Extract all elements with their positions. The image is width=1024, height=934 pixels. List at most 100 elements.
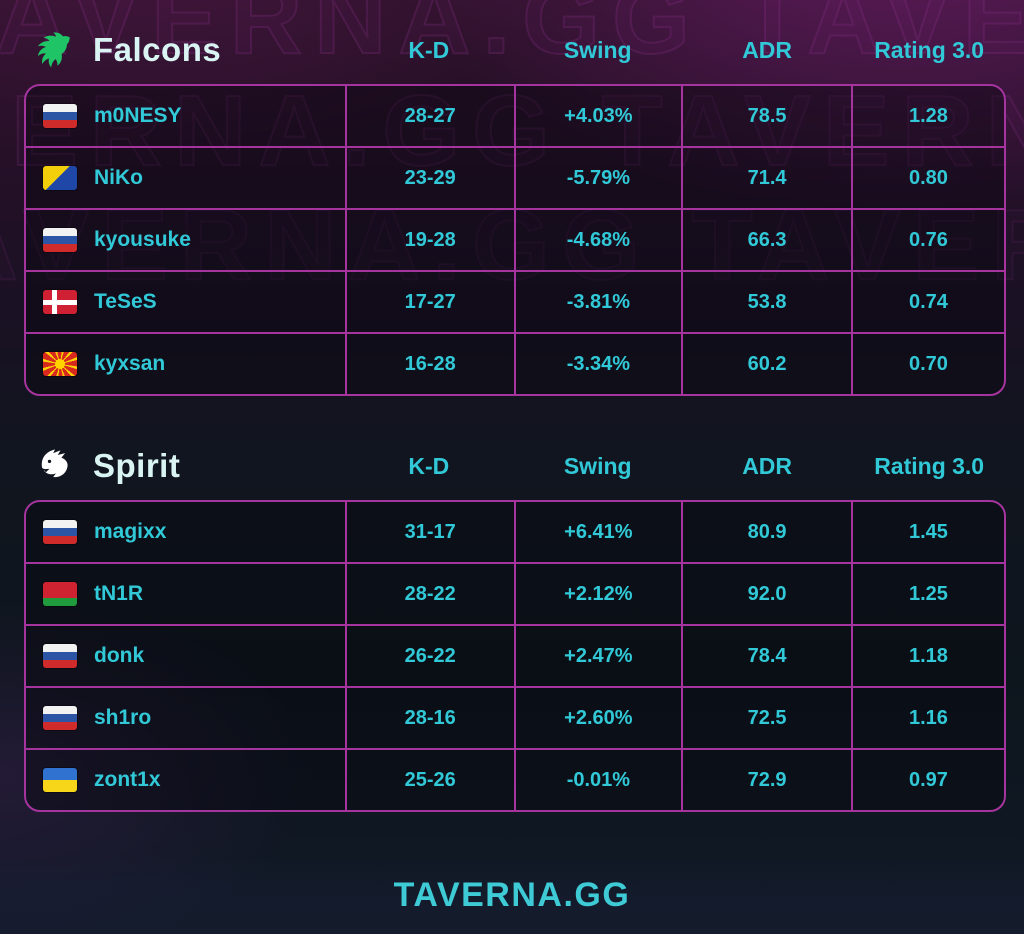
player-cell: TeSeS — [26, 272, 345, 332]
flag-macedonia-icon — [43, 352, 77, 376]
column-header-rating: Rating 3.0 — [874, 36, 985, 63]
flag-russia-icon — [43, 228, 77, 252]
rating-value: 0.76 — [850, 210, 1004, 270]
kd-value: 28-27 — [344, 86, 514, 146]
column-header-swing: Swing — [563, 452, 632, 479]
kd-value: 23-29 — [344, 148, 514, 208]
rating-value: 1.18 — [850, 626, 1004, 686]
table-row: zont1x 25-26 -0.01% 72.9 0.97 — [26, 748, 1004, 810]
column-header-kd: K-D — [408, 452, 450, 479]
footer: TAVERNA.GG — [0, 856, 1024, 934]
column-header-rating: Rating 3.0 — [874, 452, 985, 479]
taverna-brand-text: TAVERNA.GG — [393, 875, 631, 914]
kd-value: 26-22 — [344, 626, 514, 686]
column-header-swing: Swing — [563, 36, 632, 63]
player-name: magixx — [94, 520, 167, 543]
table-row: magixx 31-17 +6.41% 80.9 1.45 — [26, 502, 1004, 562]
rating-value: 1.16 — [850, 688, 1004, 748]
spirit-section: Spirit K-D Swing ADR Rating 3.0 magixx 3… — [0, 396, 1024, 812]
flag-russia-icon — [43, 644, 77, 668]
falcons-table: m0NESY 28-27 +4.03% 78.5 1.28 NiKo 23-29… — [24, 84, 1006, 396]
swing-value: +2.47% — [513, 626, 682, 686]
kd-value: 25-26 — [344, 750, 514, 810]
table-row: TeSeS 17-27 -3.81% 53.8 0.74 — [26, 270, 1004, 332]
spirit-table: magixx 31-17 +6.41% 80.9 1.45 tN1R 28-22… — [24, 500, 1006, 812]
swing-value: -5.79% — [513, 148, 682, 208]
spirit-team-cell: Spirit — [24, 443, 344, 489]
table-row: NiKo 23-29 -5.79% 71.4 0.80 — [26, 146, 1004, 208]
flag-ukraine-icon — [43, 768, 77, 792]
falcons-team-name: Falcons — [93, 31, 222, 68]
table-row: m0NESY 28-27 +4.03% 78.5 1.28 — [26, 86, 1004, 146]
column-header-adr: ADR — [742, 36, 793, 63]
table-row: donk 26-22 +2.47% 78.4 1.18 — [26, 624, 1004, 686]
player-name: sh1ro — [94, 706, 152, 729]
adr-value: 92.0 — [681, 564, 851, 624]
adr-value: 71.4 — [681, 148, 851, 208]
rating-value: 0.70 — [850, 334, 1004, 394]
table-row: tN1R 28-22 +2.12% 92.0 1.25 — [26, 562, 1004, 624]
falcons-header-row: Falcons K-D Swing ADR Rating 3.0 — [24, 26, 1006, 74]
adr-value: 66.3 — [681, 210, 851, 270]
adr-value: 78.4 — [681, 626, 851, 686]
player-cell: zont1x — [26, 750, 345, 810]
falcons-team-cell: Falcons — [24, 27, 344, 73]
player-cell: sh1ro — [26, 688, 345, 748]
player-cell: m0NESY — [26, 86, 345, 146]
player-name: zont1x — [94, 768, 161, 791]
rating-value: 0.80 — [850, 148, 1004, 208]
flag-russia-icon — [43, 706, 77, 730]
kd-value: 31-17 — [344, 502, 514, 562]
adr-value: 53.8 — [681, 272, 851, 332]
spirit-logo-icon — [32, 443, 78, 489]
adr-value: 72.9 — [681, 750, 851, 810]
adr-value: 60.2 — [681, 334, 851, 394]
swing-value: -3.81% — [513, 272, 682, 332]
rating-value: 0.97 — [850, 750, 1004, 810]
swing-value: +4.03% — [513, 86, 682, 146]
column-header-kd: K-D — [408, 36, 450, 63]
player-name: donk — [94, 644, 145, 667]
player-name: kyousuke — [94, 228, 191, 251]
column-header-adr: ADR — [742, 452, 793, 479]
swing-value: -4.68% — [513, 210, 682, 270]
swing-value: -3.34% — [513, 334, 682, 394]
flag-russia-icon — [43, 104, 77, 128]
rating-value: 1.28 — [850, 86, 1004, 146]
falcons-logo-icon — [32, 27, 78, 73]
player-name: kyxsan — [94, 352, 166, 375]
swing-value: -0.01% — [513, 750, 682, 810]
adr-value: 80.9 — [681, 502, 851, 562]
rating-value: 1.25 — [850, 564, 1004, 624]
kd-value: 17-27 — [344, 272, 514, 332]
spirit-header-row: Spirit K-D Swing ADR Rating 3.0 — [24, 442, 1006, 490]
player-name: tN1R — [94, 582, 144, 605]
table-row: kyousuke 19-28 -4.68% 66.3 0.76 — [26, 208, 1004, 270]
kd-value: 19-28 — [344, 210, 514, 270]
flag-denmark-icon — [43, 290, 77, 314]
kd-value: 28-16 — [344, 688, 514, 748]
player-cell: donk — [26, 626, 345, 686]
swing-value: +2.12% — [513, 564, 682, 624]
player-cell: NiKo — [26, 148, 345, 208]
rating-value: 0.74 — [850, 272, 1004, 332]
falcons-section: Falcons K-D Swing ADR Rating 3.0 m0NESY … — [0, 0, 1024, 396]
kd-value: 28-22 — [344, 564, 514, 624]
player-cell: kyousuke — [26, 210, 345, 270]
rating-value: 1.45 — [850, 502, 1004, 562]
spirit-team-name: Spirit — [93, 447, 181, 484]
kd-value: 16-28 — [344, 334, 514, 394]
table-row: kyxsan 16-28 -3.34% 60.2 0.70 — [26, 332, 1004, 394]
player-cell: kyxsan — [26, 334, 345, 394]
flag-russia-icon — [43, 520, 77, 544]
swing-value: +2.60% — [513, 688, 682, 748]
player-name: TeSeS — [94, 290, 157, 313]
adr-value: 78.5 — [681, 86, 851, 146]
flag-belarus-icon — [43, 582, 77, 606]
player-cell: tN1R — [26, 564, 345, 624]
player-name: m0NESY — [94, 104, 182, 127]
table-row: sh1ro 28-16 +2.60% 72.5 1.16 — [26, 686, 1004, 748]
adr-value: 72.5 — [681, 688, 851, 748]
flag-bosnia-icon — [43, 166, 77, 190]
